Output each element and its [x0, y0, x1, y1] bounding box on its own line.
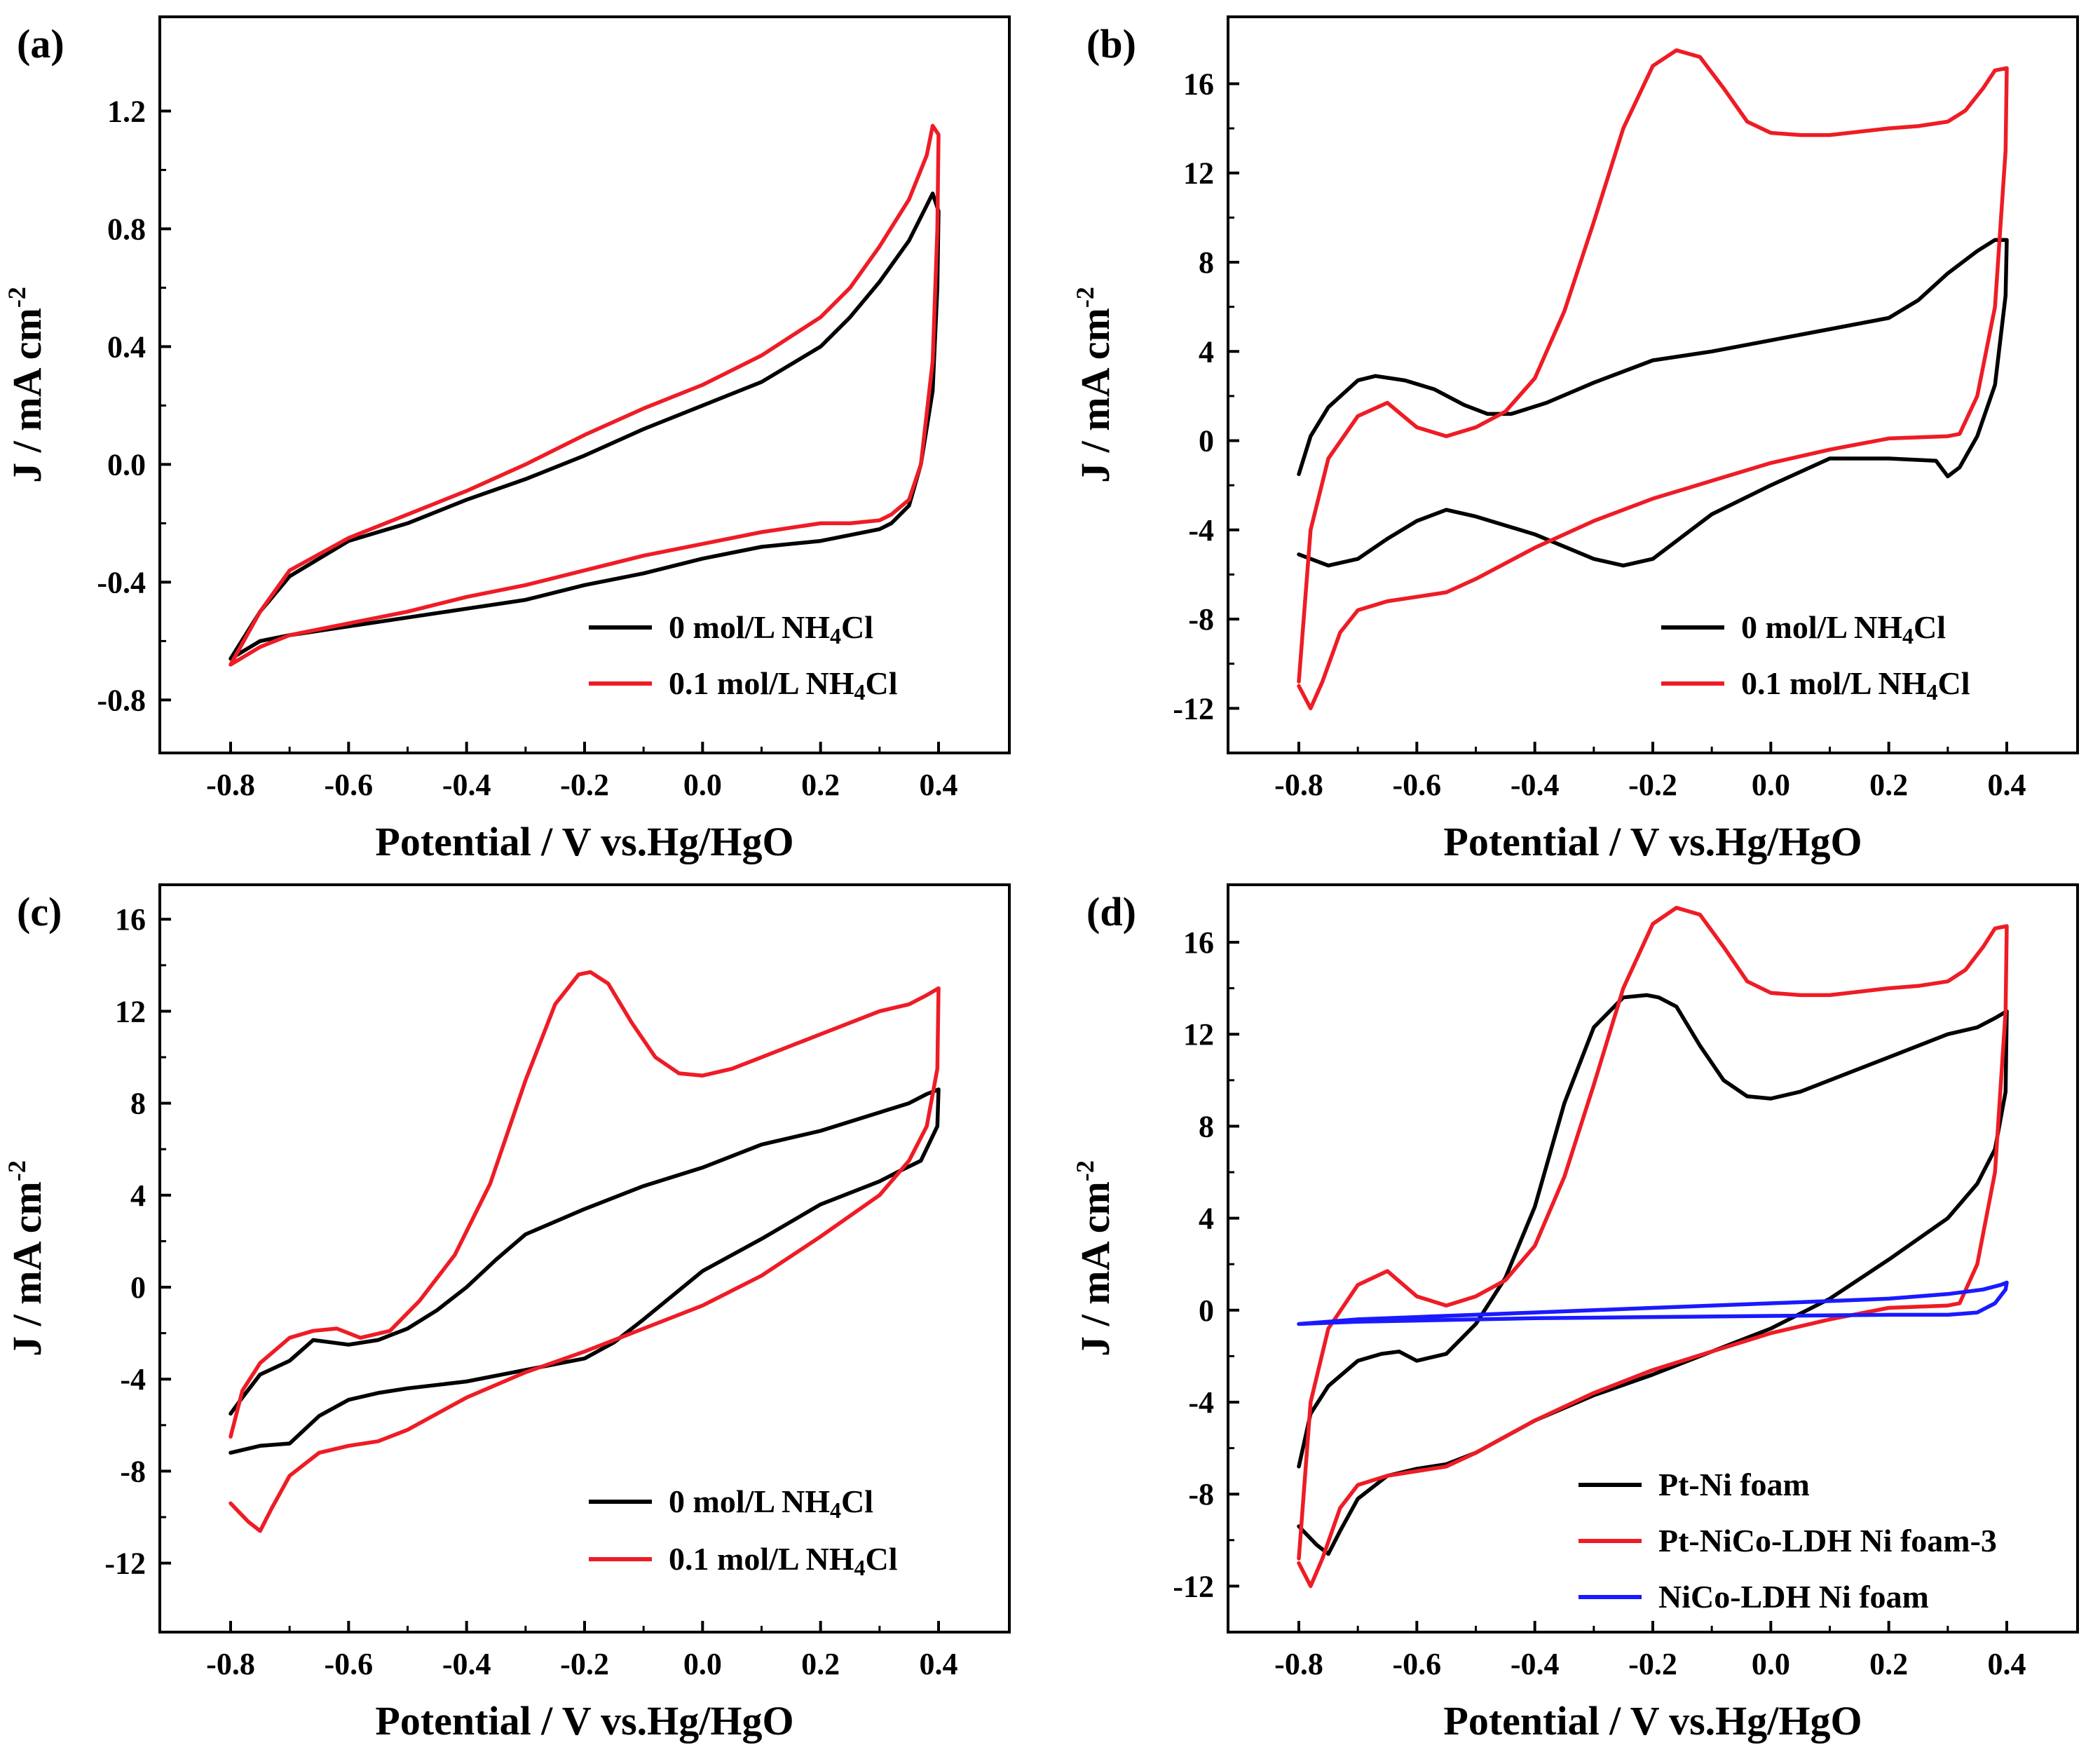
x-tick-label: -0.6 [1393, 768, 1442, 802]
x-tick-label: -0.2 [1628, 768, 1677, 802]
series-line-2 [1297, 906, 2009, 1589]
y-tick-label: -4 [120, 1362, 146, 1397]
legend-label: Pt-NiCo-LDH Ni foam-3 [1658, 1523, 1997, 1558]
legend-label: 0.1 mol/L NH4Cl [1741, 665, 1970, 705]
y-tick-label: 4 [130, 1179, 146, 1213]
x-tick-label: 0.0 [1752, 1647, 1790, 1681]
x-tick-label: -0.4 [1511, 768, 1560, 802]
y-tick-label: 0.8 [107, 212, 146, 246]
y-tick-label: 0 [1199, 424, 1214, 459]
y-axis-label: J / mA cm-2 [3, 287, 50, 483]
x-tick-label: -0.8 [1274, 1647, 1323, 1681]
legend-label: Pt-Ni foam [1658, 1467, 1810, 1502]
series-line-1 [1297, 993, 2009, 1556]
y-tick-label: -12 [1173, 1569, 1214, 1603]
x-tick-label: 0.0 [1752, 768, 1790, 802]
y-tick-label: 12 [1183, 1017, 1214, 1052]
panel-b: -0.8 -0.6 -0.4 -0.2 0.0 0.2 0.4 -12 -8 -4 0 4 8 12 16 P… [1071, 15, 2079, 864]
legend-label: 0 mol/L NH4Cl [669, 609, 873, 648]
x-tick-label: 0.4 [1988, 1647, 2026, 1681]
y-tick-label: 0.4 [107, 330, 146, 364]
y-tick-label: -12 [1173, 691, 1214, 726]
x-tick-label: 0.4 [920, 1647, 958, 1681]
panel-d: -0.8 -0.6 -0.4 -0.2 0.0 0.2 0.4 -12 -8 -4 0 4 8 12 16 P… [1071, 883, 2079, 1744]
series-line-3 [1297, 1280, 2009, 1326]
panel-label: (c) [17, 889, 62, 935]
y-tick-label: 12 [115, 994, 146, 1028]
x-tick-label: -0.2 [560, 1647, 609, 1681]
y-tick-label: 0 [1199, 1293, 1214, 1328]
x-tick-label: 0.2 [1869, 1647, 1908, 1681]
series-line-2 [229, 123, 941, 667]
x-axis-label: Potential / V vs.Hg/HgO [375, 819, 793, 864]
x-tick-label: 0.4 [1988, 768, 2026, 802]
y-tick-label: 4 [1199, 334, 1214, 369]
y-tick-label: 4 [1199, 1202, 1214, 1236]
y-tick-label: 0 [130, 1270, 146, 1305]
plot-frame [158, 883, 1011, 1634]
y-tick-label: 0.0 [107, 447, 146, 482]
plot-frame [158, 15, 1011, 754]
panel-label: (b) [1086, 21, 1136, 67]
x-axis-label: Potential / V vs.Hg/HgO [375, 1698, 793, 1744]
x-tick-label: 0.2 [1869, 768, 1908, 802]
x-tick-label: -0.6 [1393, 1647, 1442, 1681]
y-axis-label: J / mA cm-2 [1071, 1160, 1118, 1357]
y-tick-label: -8 [120, 1454, 146, 1488]
panel-label: (d) [1086, 889, 1136, 935]
y-tick-label: -0.8 [97, 683, 146, 717]
y-tick-label: 12 [1183, 156, 1214, 191]
y-tick-label: -4 [1188, 1385, 1214, 1420]
y-tick-label: 16 [1183, 67, 1214, 101]
y-tick-label: -0.4 [97, 565, 146, 599]
x-tick-label: -0.4 [1511, 1647, 1560, 1681]
x-tick-label: -0.6 [325, 1647, 374, 1681]
y-tick-label: 8 [1199, 245, 1214, 280]
x-tick-label: 0.0 [683, 1647, 722, 1681]
y-tick-label: 16 [115, 902, 146, 937]
y-tick-label: 8 [1199, 1109, 1214, 1143]
legend-label: 0.1 mol/L NH4Cl [669, 665, 898, 705]
series-line-1 [1297, 238, 2009, 568]
y-axis-label: J / mA cm-2 [1071, 287, 1118, 483]
legend-label: 0.1 mol/L NH4Cl [669, 1541, 898, 1580]
x-tick-label: -0.4 [442, 768, 491, 802]
panel-c: -0.8 -0.6 -0.4 -0.2 0.0 0.2 0.4 -12 -8 -4 0 4 8 12 16 P… [3, 883, 1011, 1744]
x-tick-label: -0.8 [206, 768, 255, 802]
x-tick-label: -0.8 [1274, 768, 1323, 802]
x-tick-label: -0.4 [442, 1647, 491, 1681]
series-line-1 [229, 1087, 941, 1455]
legend: Pt-Ni foam Pt-NiCo-LDH Ni foam-3 NiCo-LDH … [1579, 1467, 1997, 1615]
x-tick-label: -0.2 [560, 768, 609, 802]
panel-a: -0.8 -0.6 -0.4 -0.2 0.0 0.2 0.4 -0.8 -0.4 0.0 0.4 0… [3, 15, 1011, 864]
x-tick-label: 0.2 [801, 768, 840, 802]
x-axis-label: Potential / V vs.Hg/HgO [1443, 819, 1862, 864]
y-tick-label: -12 [104, 1547, 146, 1581]
series-line-1 [229, 191, 941, 661]
x-tick-label: 0.2 [801, 1647, 840, 1681]
x-tick-label: 0.4 [920, 768, 958, 802]
series-line-2 [229, 970, 941, 1533]
y-axis-label: J / mA cm-2 [3, 1160, 50, 1357]
y-tick-label: 1.2 [107, 94, 146, 128]
legend-label: NiCo-LDH Ni foam [1658, 1579, 1929, 1615]
y-tick-label: -8 [1188, 602, 1214, 637]
legend: 0 mol/L NH4Cl 0.1 mol/L NH4Cl [1661, 609, 1970, 705]
y-tick-label: -8 [1188, 1477, 1214, 1512]
x-tick-label: -0.2 [1628, 1647, 1677, 1681]
y-tick-label: -4 [1188, 513, 1214, 548]
legend: 0 mol/L NH4Cl 0.1 mol/L NH4Cl [589, 609, 898, 705]
legend: 0 mol/L NH4Cl 0.1 mol/L NH4Cl [589, 1483, 898, 1580]
y-tick-label: 16 [1183, 925, 1214, 960]
y-tick-label: 8 [130, 1087, 146, 1121]
x-tick-label: -0.6 [325, 768, 374, 802]
panel-label: (a) [17, 21, 64, 67]
x-axis-label: Potential / V vs.Hg/HgO [1443, 1698, 1862, 1744]
x-tick-label: -0.8 [206, 1647, 255, 1681]
legend-label: 0 mol/L NH4Cl [1741, 609, 1946, 648]
series-line-2 [1297, 48, 2009, 711]
legend-label: 0 mol/L NH4Cl [669, 1483, 873, 1523]
x-tick-label: 0.0 [683, 768, 722, 802]
